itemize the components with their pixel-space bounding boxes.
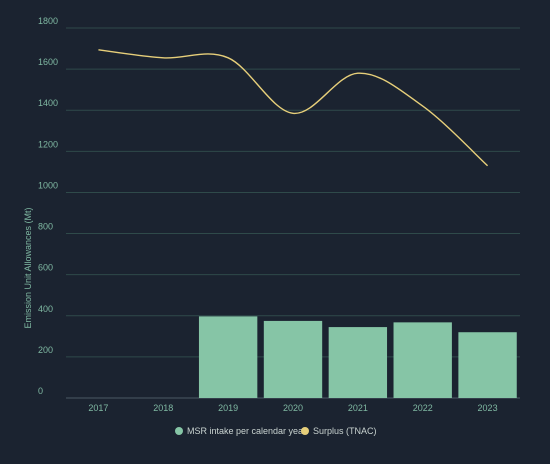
x-tick-2023: 2023 <box>478 403 498 413</box>
bar-2020 <box>263 320 323 398</box>
y-axis-title: Emission Unit Allowances (Mt) <box>23 207 33 328</box>
legend-msr-label[interactable]: MSR intake per calendar year <box>187 426 306 436</box>
y-tick-1400: 1400 <box>38 98 58 108</box>
bar-2022 <box>393 322 452 398</box>
x-tick-2021: 2021 <box>348 403 368 413</box>
x-tick-labels: 2017 2018 2019 2020 2021 2022 2023 <box>88 403 497 413</box>
x-tick-2018: 2018 <box>153 403 173 413</box>
gridlines <box>66 27 520 399</box>
y-tick-400: 400 <box>38 304 53 314</box>
x-tick-2022: 2022 <box>413 403 433 413</box>
bar-2019 <box>198 316 258 398</box>
y-tick-0: 0 <box>38 386 43 396</box>
legend-msr-marker[interactable] <box>175 427 183 435</box>
y-tick-labels: 0 200 400 600 800 1000 1200 1400 1600 1800 <box>38 16 58 396</box>
y-tick-1800: 1800 <box>38 16 58 26</box>
y-tick-200: 200 <box>38 345 53 355</box>
y-tick-1200: 1200 <box>38 139 58 149</box>
bar-2021 <box>328 327 388 398</box>
y-tick-800: 800 <box>38 222 53 232</box>
legend: MSR intake per calendar year Surplus (TN… <box>175 426 377 436</box>
bar-series <box>198 316 517 398</box>
bar-2023 <box>458 332 517 398</box>
x-tick-2020: 2020 <box>283 403 303 413</box>
x-tick-2019: 2019 <box>218 403 238 413</box>
surplus-line <box>98 49 489 167</box>
y-tick-600: 600 <box>38 263 53 273</box>
y-tick-1600: 1600 <box>38 57 58 67</box>
legend-surplus-marker[interactable] <box>301 427 309 435</box>
x-tick-2017: 2017 <box>88 403 108 413</box>
legend-surplus-label[interactable]: Surplus (TNAC) <box>313 426 377 436</box>
y-tick-1000: 1000 <box>38 180 58 190</box>
